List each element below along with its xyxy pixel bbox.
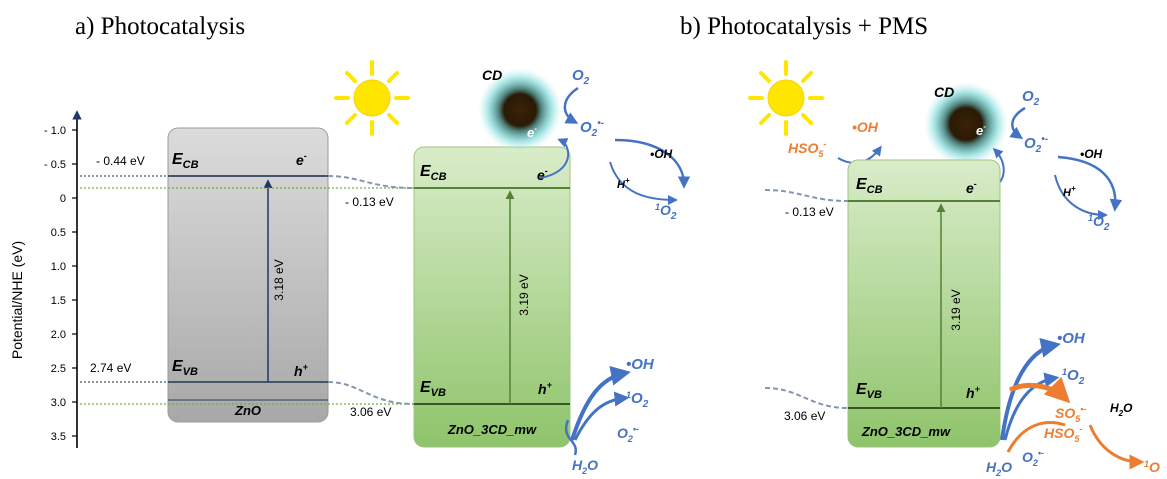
o2-radical-a: O2•- [580, 118, 605, 139]
sun-icon-b [748, 60, 824, 136]
so5-radical-b: SO5•- [1055, 404, 1086, 424]
singlet-o2-a-top: 1O2 [655, 202, 677, 222]
arrow-h2o-a [564, 419, 578, 456]
hplus-a: H+ [617, 176, 630, 191]
composite-a-ecb-label: ECB [420, 163, 447, 183]
arrow-cb-to-cd-a [539, 138, 570, 179]
oh-radical-b-vb: •OH [1057, 330, 1086, 347]
h2o-a: H2O [572, 457, 598, 476]
axis-ticks: - 1.0 - 0.5 0 0.5 1.0 1.5 2.0 2.5 3.0 3.5 [44, 125, 77, 443]
cd-b-electron: e- [976, 122, 986, 138]
axis-label: Potential/NHE (eV) [9, 241, 25, 359]
composite-b-evb-value: 3.06 eV [784, 409, 825, 423]
axis-tick-label: - 1.0 [44, 125, 66, 137]
composite-a-evb-value: 3.06 eV [350, 405, 391, 419]
o2-a: O2 [572, 67, 590, 87]
composite-a-ecb-value: - 0.13 eV [345, 195, 394, 209]
hplus-b: H+ [1063, 184, 1076, 199]
composite-a-evb-label: EVB [420, 379, 446, 399]
carbon-dot-b [924, 82, 1008, 166]
zno-box [167, 127, 329, 423]
composite-b-gap: 3.19 eV [949, 289, 963, 330]
axis-tick-label: 0.5 [51, 227, 66, 239]
cd-label-b: CD [934, 84, 954, 100]
composite-b-name: ZnO_3CD_mw [861, 424, 951, 439]
oh-radical-b-top: •OH [852, 119, 879, 135]
carbon-dot-a [478, 68, 562, 152]
composite-b-electron: e- [966, 179, 977, 196]
arrow-vb-oh-b [1000, 337, 1061, 441]
potential-axis: - 1.0 - 0.5 0 0.5 1.0 1.5 2.0 2.5 3.0 3.5 Potenti… [9, 110, 82, 448]
composite-a-box [413, 146, 571, 448]
arrow-hplus-a [609, 161, 678, 205]
connector-cb-b [764, 189, 849, 202]
panel-b-title: b) Photocatalysis + PMS [680, 13, 928, 40]
connector-vb-b [764, 387, 849, 409]
singlet-o2-a-vb: 1O2 [626, 390, 649, 410]
o2-b: O2 [1022, 88, 1040, 108]
h2o-b: H2O [986, 459, 1012, 478]
arrow-o2rad-to-singlet-a [614, 138, 691, 189]
cd-label-a: CD [482, 67, 502, 83]
axis-tick-label: 1.0 [51, 261, 66, 273]
composite-b-ecb-value: - 0.13 eV [785, 205, 834, 219]
sun-icon [334, 60, 410, 136]
panel-a-title: a) Photocatalysis [75, 13, 245, 40]
o2-radical-b-vb: O2•- [1022, 448, 1044, 468]
zno-ecb-value: - 0.44 eV [96, 154, 145, 168]
hso5-b-vb: HSO5- [1044, 424, 1082, 444]
zno-electron: e- [296, 151, 307, 168]
zno-ecb-label: ECB [172, 151, 199, 171]
hso5-b-top: HSO5- [788, 139, 826, 159]
arrow-hso5-to-so5-b [1006, 421, 1066, 453]
arrow-vb-oh-a [570, 365, 631, 441]
composite-b-evb-label: EVB [856, 381, 882, 401]
axis-tick-label: - 0.5 [44, 159, 66, 171]
arrow-so5-to-singlet-b [1088, 424, 1145, 470]
zno-gap: 3.18 eV [272, 259, 286, 300]
composite-a-gap: 3.19 eV [517, 274, 531, 315]
composite-a-electron: e- [537, 166, 548, 183]
composite-a-hole: h+ [538, 380, 553, 397]
oh-radical-a-vb: •OH [626, 356, 655, 373]
connector-cb-a [327, 175, 415, 189]
arrow-so5-b [1008, 376, 1071, 404]
singlet-o2-b-vb: 1O2 [1062, 367, 1085, 387]
arrow-vb-singlet-a [573, 391, 630, 441]
arrow-o2rad-to-singlet-b [1057, 155, 1123, 212]
zno-name: ZnO [234, 403, 261, 418]
zno-evb-value: 2.74 eV [90, 361, 131, 375]
composite-b-hole: h+ [966, 384, 981, 401]
singlet-o2-b-right: 1O [1144, 459, 1160, 475]
oh-radical-b: •OH [1080, 147, 1103, 161]
arrow-hplus-b [1054, 174, 1108, 220]
o2-radical-a-vb: O2•- [617, 424, 639, 444]
cd-a-electron: e- [527, 124, 537, 140]
composite-b-box [847, 159, 1001, 448]
axis-tick-label: 2.0 [51, 329, 66, 341]
axis-tick-label: 3.5 [51, 431, 66, 443]
arrow-o2-reduction-b [1009, 106, 1026, 140]
connector-vb-a [327, 381, 415, 405]
axis-tick-label: 1.5 [51, 295, 66, 307]
composite-b-ecb-label: ECB [856, 176, 883, 196]
oh-radical-a: •OH [650, 147, 673, 161]
zno-evb-label: EVB [172, 358, 198, 378]
composite-a-name: ZnO_3CD_mw [447, 422, 537, 437]
axis-tick-label: 2.5 [51, 363, 66, 375]
axis-tick-label: 3.0 [51, 397, 66, 409]
arrow-o2-reduction-a [563, 86, 579, 124]
o2-radical-b: O2•- [1024, 134, 1049, 155]
h2o-b-right: H2O [1110, 401, 1133, 418]
axis-tick-label: 0 [60, 193, 66, 205]
zno-hole: h+ [294, 362, 309, 379]
singlet-o2-b-top: 1O2 [1088, 213, 1110, 233]
